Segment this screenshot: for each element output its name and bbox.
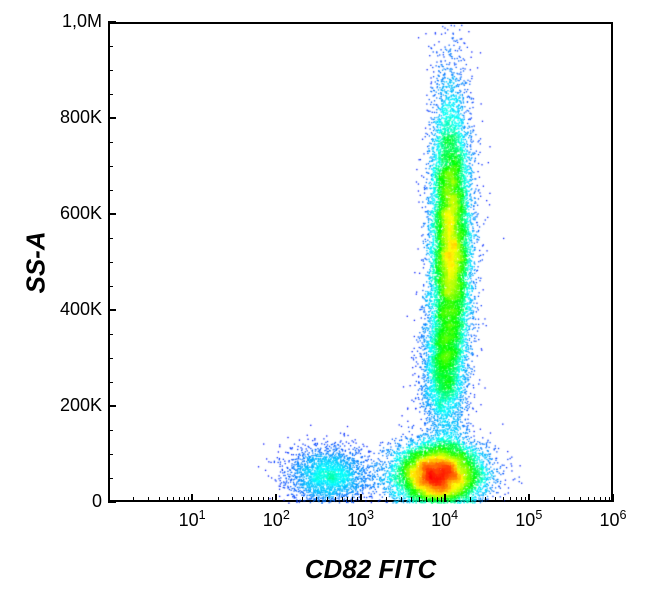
x-minor-tick	[503, 497, 504, 502]
y-minor-tick	[108, 166, 113, 167]
x-minor-tick	[521, 497, 522, 502]
x-minor-tick	[316, 497, 317, 502]
y-tick	[108, 213, 116, 215]
x-minor-tick	[167, 497, 168, 502]
y-minor-tick	[108, 70, 113, 71]
y-tick-label: 800K	[60, 107, 102, 128]
x-minor-tick	[258, 497, 259, 502]
x-minor-tick	[159, 497, 160, 502]
x-minor-tick	[495, 497, 496, 502]
x-minor-tick	[173, 497, 174, 502]
y-minor-tick	[108, 478, 113, 479]
x-minor-tick	[218, 497, 219, 502]
x-minor-tick	[569, 497, 570, 502]
x-minor-tick	[232, 497, 233, 502]
y-tick	[108, 117, 116, 119]
y-tick-label: 200K	[60, 395, 102, 416]
x-minor-tick	[263, 497, 264, 502]
x-minor-tick	[243, 497, 244, 502]
y-minor-tick	[108, 262, 113, 263]
x-minor-tick	[510, 497, 511, 502]
x-minor-tick	[342, 497, 343, 502]
x-tick-label: 102	[256, 508, 296, 531]
x-tick-label: 106	[593, 508, 633, 531]
y-tick-label: 600K	[60, 203, 102, 224]
x-minor-tick	[437, 497, 438, 502]
flow-cytometry-chart: SS-A CD82 FITC 0 200K 400K 600K 800K 1,0M 101 1…	[0, 0, 650, 606]
x-minor-tick	[184, 497, 185, 502]
x-tick	[275, 494, 277, 502]
y-axis-label: SS-A	[21, 234, 52, 294]
x-minor-tick	[516, 497, 517, 502]
x-tick	[191, 494, 193, 502]
y-tick	[108, 501, 116, 503]
x-minor-tick	[268, 497, 269, 502]
y-minor-tick	[108, 286, 113, 287]
y-minor-tick	[108, 430, 113, 431]
x-tick	[528, 494, 530, 502]
y-tick	[108, 21, 116, 23]
x-tick-label: 104	[425, 508, 465, 531]
x-minor-tick	[302, 497, 303, 502]
x-minor-tick	[411, 497, 412, 502]
x-minor-tick	[188, 497, 189, 502]
x-minor-tick	[580, 497, 581, 502]
x-minor-tick	[386, 497, 387, 502]
x-minor-tick	[485, 497, 486, 502]
x-tick	[360, 494, 362, 502]
x-minor-tick	[426, 497, 427, 502]
y-tick	[108, 405, 116, 407]
x-minor-tick	[133, 497, 134, 502]
x-tick-label: 105	[509, 508, 549, 531]
x-minor-tick	[352, 497, 353, 502]
y-minor-tick	[108, 238, 113, 239]
x-tick	[612, 494, 614, 502]
x-minor-tick	[470, 497, 471, 502]
x-minor-tick	[525, 497, 526, 502]
x-minor-tick	[148, 497, 149, 502]
x-tick-label: 101	[172, 508, 212, 531]
x-minor-tick	[327, 497, 328, 502]
x-minor-tick	[594, 497, 595, 502]
y-minor-tick	[108, 46, 113, 47]
x-minor-tick	[609, 497, 610, 502]
y-minor-tick	[108, 454, 113, 455]
x-tick	[444, 494, 446, 502]
plot-area	[108, 22, 613, 502]
y-tick-label: 400K	[60, 299, 102, 320]
x-minor-tick	[272, 497, 273, 502]
x-minor-tick	[251, 497, 252, 502]
y-minor-tick	[108, 190, 113, 191]
y-tick-label: 1,0M	[62, 11, 102, 32]
y-tick-label: 0	[92, 491, 102, 512]
y-minor-tick	[108, 94, 113, 95]
x-minor-tick	[605, 497, 606, 502]
x-minor-tick	[588, 497, 589, 502]
x-minor-tick	[335, 497, 336, 502]
x-minor-tick	[600, 497, 601, 502]
y-minor-tick	[108, 142, 113, 143]
scatter-canvas	[110, 24, 615, 504]
x-minor-tick	[419, 497, 420, 502]
x-minor-tick	[401, 497, 402, 502]
x-axis-label: CD82 FITC	[281, 554, 461, 585]
y-minor-tick	[108, 334, 113, 335]
x-minor-tick	[554, 497, 555, 502]
y-minor-tick	[108, 382, 113, 383]
x-minor-tick	[432, 497, 433, 502]
x-minor-tick	[441, 497, 442, 502]
x-minor-tick	[357, 497, 358, 502]
x-minor-tick	[179, 497, 180, 502]
y-minor-tick	[108, 358, 113, 359]
x-minor-tick	[347, 497, 348, 502]
y-tick	[108, 309, 116, 311]
x-tick-label: 103	[341, 508, 381, 531]
